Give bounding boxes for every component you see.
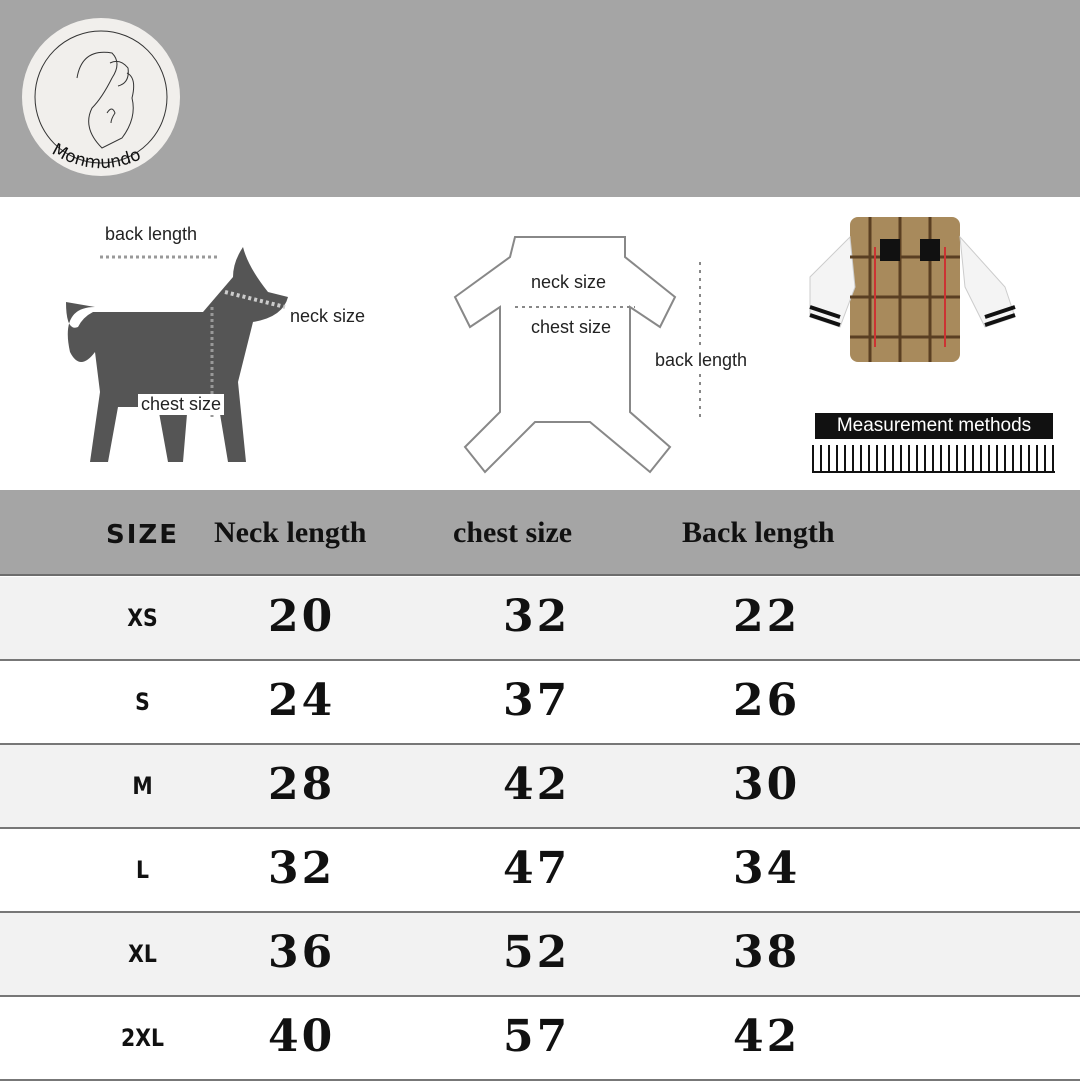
- header-chest-size: chest size: [453, 516, 573, 549]
- size-cell: 2XL: [121, 1024, 164, 1052]
- neck-cell: 36: [268, 927, 336, 978]
- table-row: M 28 42 30: [0, 745, 1080, 829]
- chest-cell: 32: [503, 591, 571, 642]
- dog-silhouette-icon: [66, 247, 288, 462]
- neck-cell: 40: [268, 1011, 336, 1062]
- table-row: S 24 37 26: [0, 661, 1080, 745]
- logo-text: Monmundo: [49, 140, 144, 174]
- size-cell: L: [135, 856, 149, 884]
- back-cell: 34: [733, 843, 801, 894]
- brand-logo: Monmundo: [22, 18, 180, 176]
- chest-cell: 37: [503, 675, 571, 726]
- header-neck-length: Neck length: [214, 516, 367, 549]
- shirt-neck-size-label: neck size: [528, 272, 610, 293]
- back-cell: 38: [733, 927, 801, 978]
- mother-dog-line-art-icon: Monmundo: [34, 30, 168, 174]
- chest-cell: 52: [503, 927, 571, 978]
- size-cell: M: [132, 772, 153, 800]
- back-cell: 42: [733, 1011, 801, 1062]
- measurement-methods-caption: Measurement methods: [815, 413, 1053, 439]
- chest-cell: 57: [503, 1011, 571, 1062]
- jacket-product-image: [809, 217, 1016, 362]
- shirt-back-length-label: back length: [652, 350, 751, 371]
- shirt-outline-icon: [453, 236, 701, 474]
- size-cell: XS: [127, 604, 158, 632]
- header-band: Monmundo: [0, 0, 1080, 197]
- size-cell: S: [135, 688, 150, 716]
- size-cell: XL: [128, 940, 157, 968]
- dog-neck-size-label: neck size: [287, 306, 369, 327]
- chest-cell: 42: [503, 759, 571, 810]
- neck-cell: 20: [268, 591, 336, 642]
- table-row: 2XL 40 57 42: [0, 997, 1080, 1081]
- header-size: SIZE: [106, 520, 180, 550]
- back-cell: 22: [733, 591, 801, 642]
- back-cell: 26: [733, 675, 801, 726]
- table-row: XL 36 52 38: [0, 913, 1080, 997]
- table-row: XS 20 32 22: [0, 577, 1080, 661]
- chest-cell: 47: [503, 843, 571, 894]
- header-back-length: Back length: [682, 516, 835, 549]
- table-header: SIZE Neck length chest size Back length: [0, 490, 1080, 576]
- back-cell: 30: [733, 759, 801, 810]
- svg-text:Monmundo: Monmundo: [49, 140, 144, 174]
- neck-cell: 28: [268, 759, 336, 810]
- ruler-ticks: [812, 445, 1055, 473]
- shirt-chest-size-label: chest size: [528, 317, 615, 338]
- neck-cell: 24: [268, 675, 336, 726]
- dog-back-length-label: back length: [102, 224, 201, 245]
- table-row: L 32 47 34: [0, 829, 1080, 913]
- dog-chest-size-label: chest size: [138, 394, 225, 415]
- neck-cell: 32: [268, 843, 336, 894]
